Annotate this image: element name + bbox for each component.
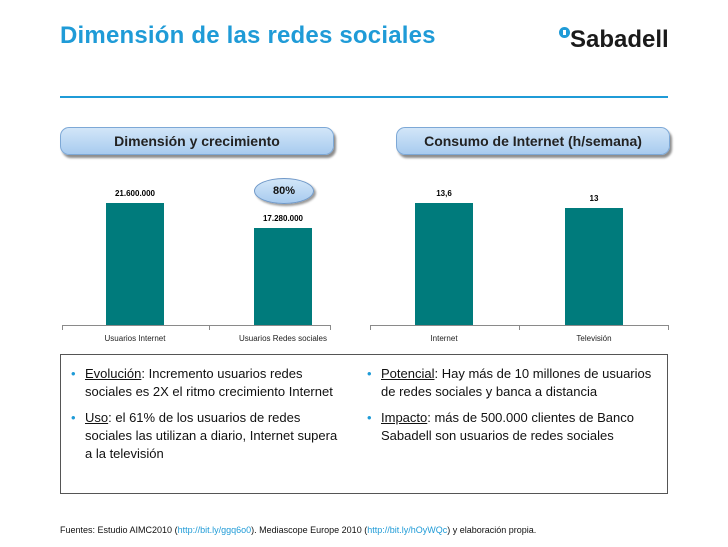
footer-middle: ). Mediascope Europe 2010 ( xyxy=(251,525,368,535)
panel-title-right: Consumo de Internet (h/semana) xyxy=(396,127,670,155)
chart-bar xyxy=(106,203,164,325)
bullet-lead: Uso xyxy=(85,410,109,425)
bullet-item: • Impacto: más de 500.000 clientes de Ba… xyxy=(367,409,652,445)
x-axis-tick xyxy=(668,325,669,330)
bar-value-label: 17.280.000 xyxy=(262,214,304,223)
bullet-text: : más de 500.000 clientes de Banco Sabad… xyxy=(381,410,634,443)
source-link-mediascope[interactable]: http://bit.ly/hOyWQc xyxy=(367,525,448,535)
x-tick-label: Internet xyxy=(430,334,458,343)
x-axis-tick xyxy=(370,325,371,330)
chart-bar xyxy=(415,203,473,325)
bullet-dot-icon: • xyxy=(71,366,76,381)
chart-bar xyxy=(565,208,623,325)
bullet-lead: Impacto xyxy=(381,410,428,425)
bullet-text: : el 61% de los usuarios de redes social… xyxy=(85,410,338,461)
bullet-dot-icon: • xyxy=(71,410,76,425)
footer-prefix: Fuentes: Estudio AIMC2010 ( xyxy=(60,525,178,535)
logo-text: Sabadell xyxy=(570,26,669,53)
x-axis-tick xyxy=(519,325,520,330)
bullet-column-left: • Evolución: Incremento usuarios redes s… xyxy=(71,365,341,471)
bullet-dot-icon: • xyxy=(367,410,372,425)
x-tick-label: Televisión xyxy=(576,334,612,343)
x-axis xyxy=(62,325,330,326)
bullet-lead: Evolución xyxy=(85,366,142,381)
bullet-dot-icon: • xyxy=(367,366,372,381)
logo-mark-icon xyxy=(559,27,570,38)
bar-value-label: 13 xyxy=(589,194,599,203)
bullet-column-right: • Potencial: Hay más de 10 millones de u… xyxy=(367,365,652,453)
bar-value-label: 21.600.000 xyxy=(114,189,156,198)
footer-suffix: ) y elaboración propia. xyxy=(447,525,537,535)
title-divider xyxy=(60,96,668,98)
x-tick-label: Usuarios Redes sociales xyxy=(238,334,328,343)
page-title: Dimensión de las redes sociales xyxy=(60,22,436,49)
sources-footer: Fuentes: Estudio AIMC2010 (http://bit.ly… xyxy=(60,525,536,535)
bullet-text: : Hay más de 10 millones de usuarios de … xyxy=(381,366,652,399)
x-axis-tick xyxy=(62,325,63,330)
bullet-item: • Uso: el 61% de los usuarios de redes s… xyxy=(71,409,341,463)
growth-badge: 80% xyxy=(254,178,314,204)
x-axis-tick xyxy=(209,325,210,330)
bar-value-label: 13,6 xyxy=(436,189,452,198)
panel-title-left: Dimensión y crecimiento xyxy=(60,127,334,155)
x-axis-tick xyxy=(330,325,331,330)
x-tick-label: Usuarios Internet xyxy=(104,334,166,343)
bullet-item: • Evolución: Incremento usuarios redes s… xyxy=(71,365,341,401)
source-link-aimc[interactable]: http://bit.ly/ggq6o0 xyxy=(177,525,252,535)
bullet-item: • Potencial: Hay más de 10 millones de u… xyxy=(367,365,652,401)
bullet-box: • Evolución: Incremento usuarios redes s… xyxy=(60,354,668,494)
bullet-lead: Potencial xyxy=(381,366,435,381)
chart-bar xyxy=(254,228,312,325)
bullet-text: : Incremento usuarios redes sociales es … xyxy=(85,366,333,399)
